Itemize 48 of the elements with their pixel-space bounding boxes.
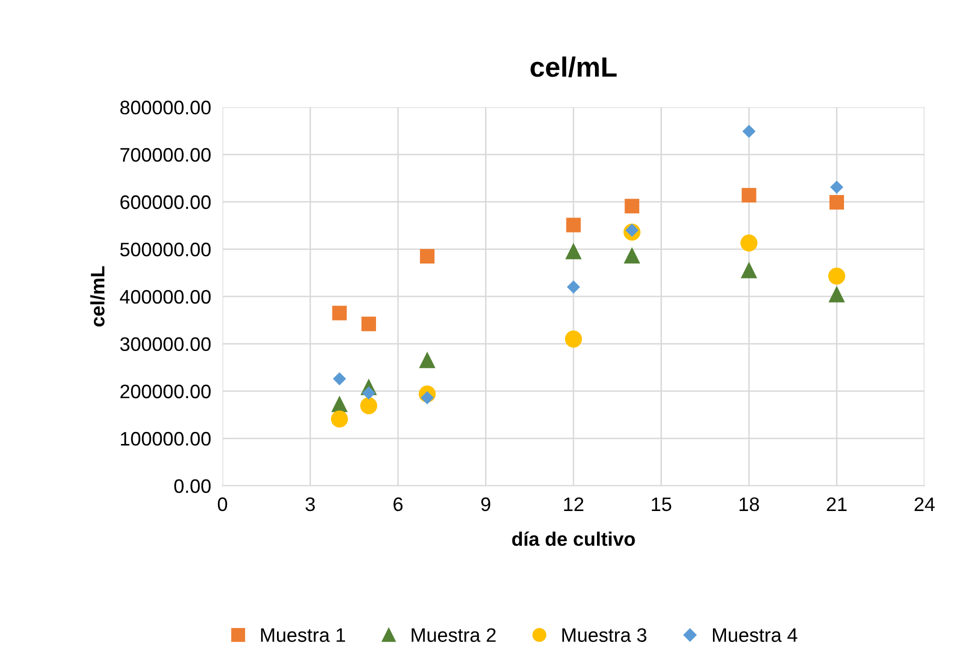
y-tick-label: 200000.00 xyxy=(120,384,211,398)
x-tick-label: 15 xyxy=(652,498,672,512)
legend-label: Muestra 4 xyxy=(712,628,798,642)
x-tick-label: 21 xyxy=(826,497,847,511)
point xyxy=(624,198,640,214)
y-tick-label: 500000.00 xyxy=(120,242,211,256)
x-tick-label: 3 xyxy=(306,497,315,512)
point xyxy=(564,330,582,348)
point xyxy=(566,218,581,232)
y-tick-label: 0.00 xyxy=(174,479,211,493)
point xyxy=(332,372,346,386)
point xyxy=(828,268,846,285)
legend-label: Muestra 3 xyxy=(562,628,646,642)
x-tick-label: 12 xyxy=(564,497,584,511)
y-axis-title: cel/mL xyxy=(90,266,105,327)
point xyxy=(360,397,378,414)
point xyxy=(420,248,435,264)
x-tick-label: 9 xyxy=(481,497,490,512)
y-tick-label: 800000.00 xyxy=(120,100,211,114)
point xyxy=(566,280,580,294)
legend-label: Muestra 2 xyxy=(412,628,496,642)
point xyxy=(830,180,844,194)
point xyxy=(624,247,640,264)
point xyxy=(565,242,582,260)
point xyxy=(740,234,758,252)
x-tick-label: 24 xyxy=(914,497,935,511)
point xyxy=(331,396,348,412)
y-tick-label: 400000.00 xyxy=(120,290,211,304)
x-axis-title: día de cultivo xyxy=(512,531,635,546)
y-tick-label: 100000.00 xyxy=(120,432,211,446)
point xyxy=(740,262,758,278)
legend-label: Muestra 1 xyxy=(261,628,346,642)
x-tick-label: 18 xyxy=(740,497,759,512)
point xyxy=(828,286,845,302)
point xyxy=(330,410,348,428)
point xyxy=(362,386,376,400)
point xyxy=(361,316,376,332)
y-tick-label: 600000.00 xyxy=(120,195,211,210)
y-tick-label: 300000.00 xyxy=(120,337,211,352)
chart-title: cel/mL xyxy=(530,56,617,78)
y-tick-label: 700000.00 xyxy=(120,148,211,162)
x-tick-label: 6 xyxy=(394,497,403,512)
x-tick-label: 0 xyxy=(218,497,228,512)
point xyxy=(742,188,756,202)
point xyxy=(829,195,844,210)
point xyxy=(332,306,347,320)
point xyxy=(742,124,756,138)
point xyxy=(419,352,436,368)
